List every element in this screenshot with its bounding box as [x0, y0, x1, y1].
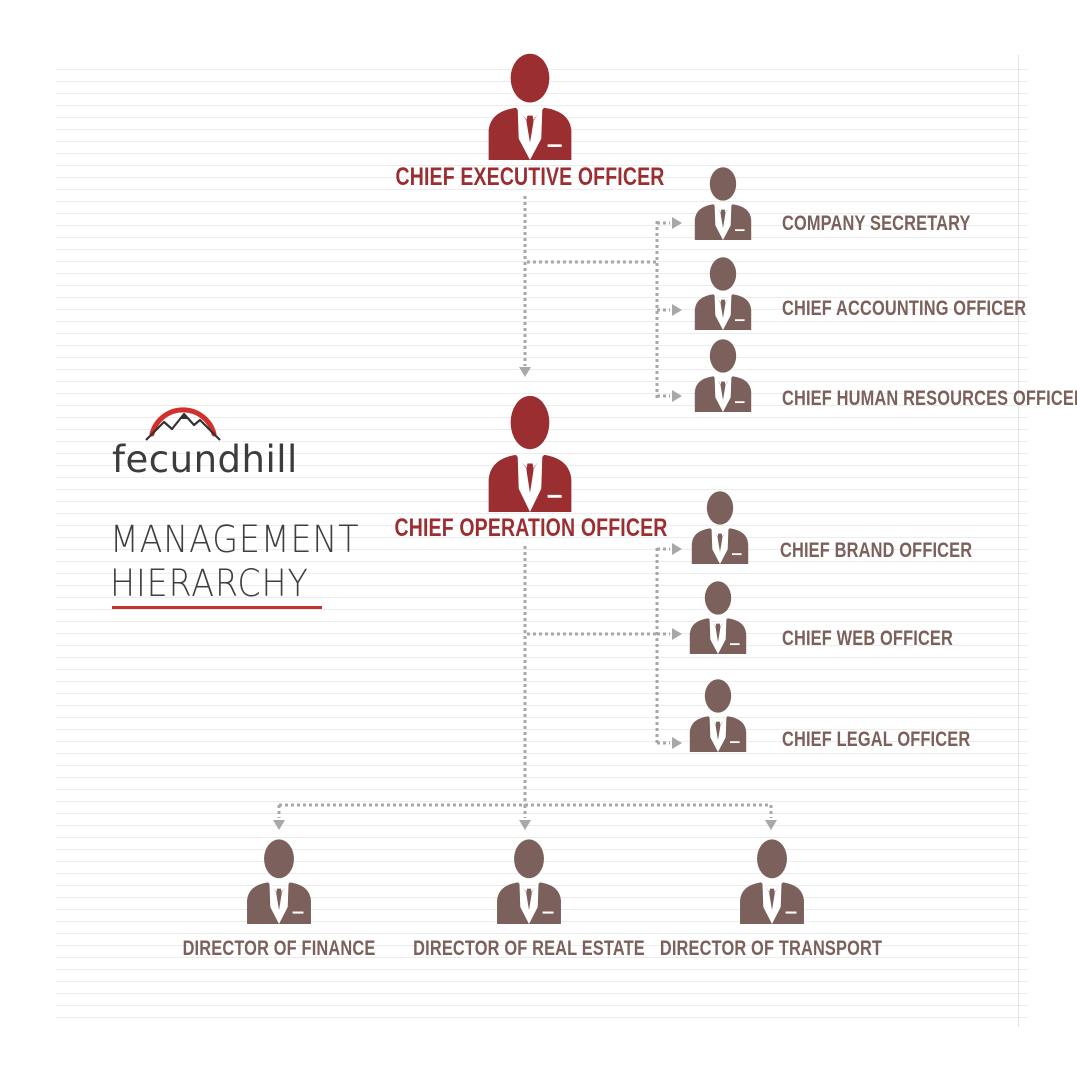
node-dot-label: DIRECTOR OF TRANSPORT	[659, 937, 883, 960]
node-coo-label: CHIEF OPERATION OFFICER	[394, 514, 668, 542]
node-coo-person-icon	[486, 394, 574, 512]
node-dore-label: DIRECTOR OF REAL ESTATE	[413, 937, 645, 960]
node-clo-label: CHIEF LEGAL OFFICER	[782, 728, 971, 751]
arrow-cao	[672, 304, 682, 316]
node-chro-label: CHIEF HUMAN RESOURCES OFFICER	[782, 387, 1077, 410]
node-dot-person-icon	[738, 838, 806, 924]
arrow-dore	[519, 820, 531, 830]
node-cbo-label: CHIEF BRAND OFFICER	[780, 539, 973, 562]
background-rule	[1018, 55, 1019, 1027]
node-ceo-person-icon	[486, 52, 574, 160]
arrow-dof	[273, 820, 285, 830]
arrow-cwo	[672, 628, 682, 640]
arrow-cs	[672, 217, 682, 229]
brand-name: fecundhill	[112, 438, 298, 481]
node-cwo-person-icon	[688, 580, 748, 654]
node-dof-label: DIRECTOR OF FINANCE	[182, 937, 376, 960]
brand-logo: fecundhill	[112, 398, 297, 494]
arrow-cbo	[672, 543, 682, 555]
node-cao-person-icon	[693, 256, 753, 330]
arrow-clo	[672, 737, 682, 749]
arrow-coo	[519, 367, 531, 377]
node-cao-label: CHIEF ACCOUNTING OFFICER	[782, 297, 1027, 320]
node-dore-person-icon	[495, 838, 563, 924]
arrow-chro	[672, 390, 682, 402]
node-clo-person-icon	[688, 678, 748, 752]
mountain-logo-icon	[145, 407, 221, 441]
heading-line-2: HIERARCHY	[110, 562, 309, 605]
node-chro-person-icon	[693, 338, 753, 412]
node-dof-person-icon	[245, 838, 313, 924]
arrow-dot	[765, 820, 777, 830]
node-cs-label: COMPANY SECRETARY	[782, 212, 971, 235]
node-cs-person-icon	[693, 166, 753, 240]
node-cbo-person-icon	[690, 490, 750, 564]
heading-line-1: MANAGEMENT	[110, 518, 360, 561]
node-cwo-label: CHIEF WEB OFFICER	[782, 627, 954, 650]
node-ceo-label: CHIEF EXECUTIVE OFFICER	[395, 163, 665, 191]
heading-underline	[112, 606, 322, 609]
